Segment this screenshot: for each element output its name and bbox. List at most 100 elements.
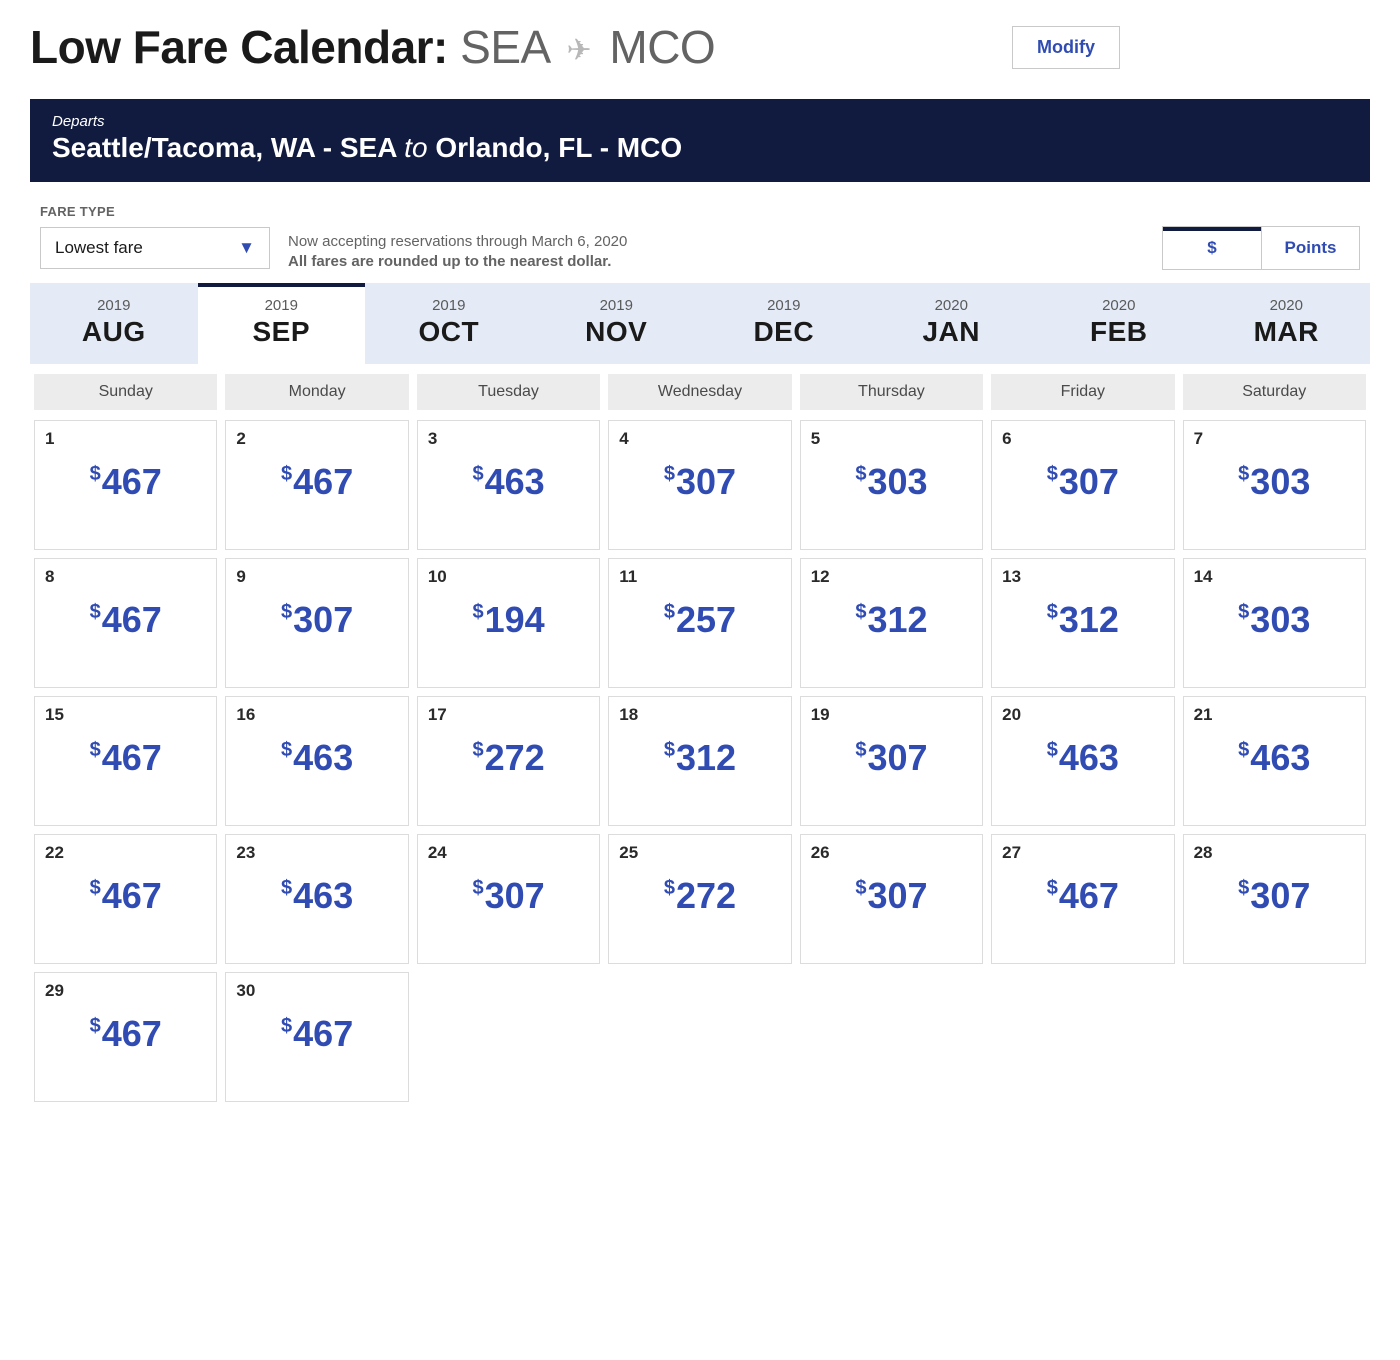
origin-code: SEA xyxy=(460,21,548,73)
day-number: 9 xyxy=(236,567,397,587)
to-word: to xyxy=(404,132,427,163)
day-cell[interactable]: 30$467 xyxy=(225,972,408,1102)
day-price: $467 xyxy=(45,599,206,641)
day-price: $312 xyxy=(1002,599,1163,641)
month-year: 2019 xyxy=(365,297,533,314)
day-cell[interactable]: 28$307 xyxy=(1183,834,1366,964)
day-cell[interactable]: 10 $194 xyxy=(417,558,600,688)
day-cell[interactable]: 20$463 xyxy=(991,696,1174,826)
day-price: $307 xyxy=(811,737,972,779)
day-number: 26 xyxy=(811,843,972,863)
day-number: 18 xyxy=(619,705,780,725)
day-number: 3 xyxy=(428,429,589,449)
fare-type-select[interactable]: Lowest fare ▼ xyxy=(40,227,270,269)
day-number: 2 xyxy=(236,429,397,449)
weekday-friday: Friday xyxy=(991,374,1174,410)
day-cell[interactable]: 29$467 xyxy=(34,972,217,1102)
day-price: $463 xyxy=(236,875,397,917)
weekday-sunday: Sunday xyxy=(34,374,217,410)
month-tab-feb[interactable]: 2020FEB xyxy=(1035,283,1203,364)
month-year: 2020 xyxy=(868,297,1036,314)
day-price: $467 xyxy=(45,1013,206,1055)
day-number: 5 xyxy=(811,429,972,449)
month-tab-sep[interactable]: 2019SEP xyxy=(198,283,366,364)
origin-full: Seattle/Tacoma, WA - SEA xyxy=(52,132,396,163)
day-cell[interactable]: 3 $463 xyxy=(417,420,600,550)
day-cell[interactable]: 16$463 xyxy=(225,696,408,826)
day-number: 14 xyxy=(1194,567,1355,587)
fare-type-value: Lowest fare xyxy=(55,238,143,258)
month-abbrev: NOV xyxy=(533,316,701,348)
weekday-header: SundayMondayTuesdayWednesdayThursdayFrid… xyxy=(30,374,1370,410)
departure-banner: Departs Seattle/Tacoma, WA - SEA to Orla… xyxy=(30,99,1370,182)
day-cell[interactable]: 6 $307 xyxy=(991,420,1174,550)
day-cell[interactable]: 11$257 xyxy=(608,558,791,688)
month-tab-mar[interactable]: 2020MAR xyxy=(1203,283,1371,364)
day-number: 22 xyxy=(45,843,206,863)
day-price: $194 xyxy=(428,599,589,641)
day-price: $467 xyxy=(45,737,206,779)
day-number: 30 xyxy=(236,981,397,1001)
day-cell[interactable]: 15$467 xyxy=(34,696,217,826)
day-number: 4 xyxy=(619,429,780,449)
day-cell[interactable]: 8$467 xyxy=(34,558,217,688)
day-cell[interactable]: 5 $303 xyxy=(800,420,983,550)
day-cell[interactable]: 23$463 xyxy=(225,834,408,964)
day-number: 27 xyxy=(1002,843,1163,863)
month-tab-dec[interactable]: 2019DEC xyxy=(700,283,868,364)
day-number: 21 xyxy=(1194,705,1355,725)
month-year: 2019 xyxy=(198,297,366,314)
day-cell[interactable]: 9 $307 xyxy=(225,558,408,688)
plane-icon: ✈ xyxy=(566,33,591,68)
day-number: 25 xyxy=(619,843,780,863)
day-number: 10 xyxy=(428,567,589,587)
day-cell[interactable]: 21$463 xyxy=(1183,696,1366,826)
day-cell[interactable]: 17$272 xyxy=(417,696,600,826)
day-cell[interactable]: 26$307 xyxy=(800,834,983,964)
day-price: $463 xyxy=(428,461,589,503)
day-cell[interactable]: 12$312 xyxy=(800,558,983,688)
month-tab-oct[interactable]: 2019 OCT xyxy=(365,283,533,364)
day-cell[interactable]: 27$467 xyxy=(991,834,1174,964)
toggle-dollars[interactable]: $ xyxy=(1163,227,1261,269)
month-year: 2020 xyxy=(1203,297,1371,314)
page-title: Low Fare Calendar: SEA ✈ MCO xyxy=(30,20,715,74)
weekday-wednesday: Wednesday xyxy=(608,374,791,410)
day-number: 19 xyxy=(811,705,972,725)
day-number: 6 xyxy=(1002,429,1163,449)
day-price: $307 xyxy=(1002,461,1163,503)
weekday-thursday: Thursday xyxy=(800,374,983,410)
day-cell[interactable]: 19 $307 xyxy=(800,696,983,826)
day-cell[interactable]: 25$272 xyxy=(608,834,791,964)
day-number: 11 xyxy=(619,567,780,587)
day-cell[interactable]: 24$307 xyxy=(417,834,600,964)
modify-button[interactable]: Modify xyxy=(1012,26,1120,69)
calendar-grid: 1$4672$4673$4634$3075$3036$3077$3038$467… xyxy=(30,420,1370,1102)
day-cell[interactable]: 22$467 xyxy=(34,834,217,964)
month-tab-nov[interactable]: 2019NOV xyxy=(533,283,701,364)
day-cell[interactable]: 14 $303 xyxy=(1183,558,1366,688)
day-price: $303 xyxy=(1194,599,1355,641)
toggle-points[interactable]: Points xyxy=(1261,227,1359,269)
day-cell[interactable]: 2$467 xyxy=(225,420,408,550)
month-abbrev: JAN xyxy=(868,316,1036,348)
day-price: $307 xyxy=(619,461,780,503)
month-year: 2019 xyxy=(30,297,198,314)
day-cell[interactable]: 13 $312 xyxy=(991,558,1174,688)
day-price: $303 xyxy=(811,461,972,503)
month-tab-jan[interactable]: 2020 JAN xyxy=(868,283,1036,364)
day-cell[interactable]: 1$467 xyxy=(34,420,217,550)
day-price: $463 xyxy=(236,737,397,779)
day-number: 24 xyxy=(428,843,589,863)
day-price: $303 xyxy=(1194,461,1355,503)
day-number: 13 xyxy=(1002,567,1163,587)
month-abbrev: AUG xyxy=(30,316,198,348)
day-price: $307 xyxy=(236,599,397,641)
day-cell[interactable]: 4 $307 xyxy=(608,420,791,550)
day-number: 20 xyxy=(1002,705,1163,725)
day-cell[interactable]: 7$303 xyxy=(1183,420,1366,550)
month-abbrev: OCT xyxy=(365,316,533,348)
month-tab-aug[interactable]: 2019 AUG xyxy=(30,283,198,364)
title-prefix: Low Fare Calendar: xyxy=(30,21,448,73)
day-cell[interactable]: 18$312 xyxy=(608,696,791,826)
